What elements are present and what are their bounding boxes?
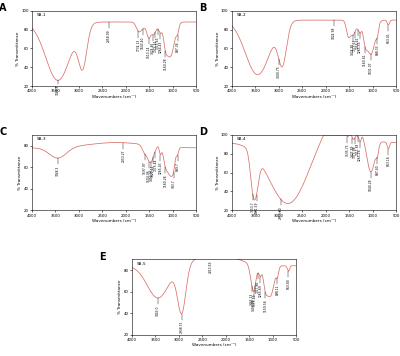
Text: 898.33: 898.33 — [375, 44, 379, 55]
Text: 1373.24: 1373.24 — [153, 39, 157, 52]
Text: E: E — [99, 252, 106, 262]
Text: 663.80: 663.80 — [286, 278, 290, 289]
Text: 1265.16: 1265.16 — [358, 149, 362, 162]
Text: 1421.44: 1421.44 — [151, 164, 155, 177]
Text: 1373.63: 1373.63 — [353, 38, 357, 51]
Text: A: A — [0, 3, 7, 13]
Y-axis label: % Transmittance: % Transmittance — [216, 156, 220, 190]
Text: 1424.46: 1424.46 — [151, 42, 155, 54]
Text: D: D — [199, 127, 207, 137]
Text: SB-1: SB-1 — [37, 13, 46, 17]
Text: 2953.40: 2953.40 — [279, 206, 283, 219]
Text: 897.40: 897.40 — [375, 164, 379, 175]
Text: 1040.28: 1040.28 — [369, 179, 373, 191]
Text: 1317.38: 1317.38 — [356, 143, 360, 156]
Text: 663.16: 663.16 — [386, 156, 390, 167]
X-axis label: Wavenumbers (cm⁻¹): Wavenumbers (cm⁻¹) — [192, 343, 236, 347]
Text: 1317.86: 1317.86 — [256, 281, 260, 293]
Text: 1159.56: 1159.56 — [263, 299, 267, 312]
Text: 2358.99: 2358.99 — [107, 29, 111, 42]
Text: 1535.75: 1535.75 — [345, 143, 349, 156]
Y-axis label: % Transmittance: % Transmittance — [216, 31, 220, 66]
Text: SB-2: SB-2 — [237, 13, 246, 17]
Text: 1427.39: 1427.39 — [350, 145, 354, 157]
Text: 983.7: 983.7 — [172, 179, 176, 188]
Text: 1375.98: 1375.98 — [353, 145, 357, 158]
Text: 1643.40: 1643.40 — [141, 36, 145, 49]
Text: 1443.13: 1443.13 — [250, 293, 254, 305]
Text: 3448.8: 3448.8 — [56, 85, 60, 95]
Text: 1264.43: 1264.43 — [158, 40, 162, 53]
Y-axis label: % Transmittance: % Transmittance — [16, 31, 20, 66]
Text: 898.11: 898.11 — [276, 285, 280, 295]
Text: 1375.44: 1375.44 — [153, 159, 157, 171]
Text: 2053.27: 2053.27 — [121, 150, 125, 162]
Text: 1265.43: 1265.43 — [158, 162, 162, 174]
Text: 1160.61: 1160.61 — [363, 54, 367, 67]
Text: 1504.06: 1504.06 — [147, 169, 151, 182]
Text: 3443.0: 3443.0 — [156, 305, 160, 315]
Text: SB-5: SB-5 — [137, 262, 146, 266]
X-axis label: Wavenumbers (cm⁻¹): Wavenumbers (cm⁻¹) — [92, 219, 136, 223]
Text: 1375.89: 1375.89 — [253, 293, 257, 306]
Text: SB-4: SB-4 — [237, 137, 246, 141]
Text: 897.36: 897.36 — [176, 42, 180, 52]
Text: 3448.3: 3448.3 — [56, 165, 60, 176]
X-axis label: Wavenumbers (cm⁻¹): Wavenumbers (cm⁻¹) — [292, 95, 336, 99]
Text: C: C — [0, 127, 6, 137]
Text: 663.01: 663.01 — [386, 32, 390, 42]
Text: 3000.75: 3000.75 — [277, 66, 281, 78]
Text: 3471.59: 3471.59 — [254, 202, 258, 214]
Text: 1265.69: 1265.69 — [258, 284, 262, 297]
Text: SB-3: SB-3 — [37, 137, 46, 141]
Text: 1454.96: 1454.96 — [150, 169, 154, 181]
Text: 1315.65: 1315.65 — [156, 36, 160, 49]
Text: 1160.28: 1160.28 — [163, 174, 167, 187]
Text: 1265.55: 1265.55 — [358, 40, 362, 53]
Text: 1424.36: 1424.36 — [351, 42, 355, 55]
Text: 1316.61: 1316.61 — [356, 37, 360, 49]
Y-axis label: % Transmittance: % Transmittance — [18, 156, 22, 190]
Text: 1160.28: 1160.28 — [163, 58, 167, 70]
Text: 1404.09: 1404.09 — [252, 298, 256, 311]
Text: B: B — [199, 3, 206, 13]
Text: 3553.7: 3553.7 — [251, 201, 255, 212]
Text: 1031.07: 1031.07 — [369, 61, 373, 74]
Text: 1824.98: 1824.98 — [332, 27, 336, 40]
Text: 1513.14: 1513.14 — [147, 45, 151, 58]
Text: 2313.69: 2313.69 — [209, 261, 213, 273]
Text: 1597.97: 1597.97 — [143, 161, 147, 174]
Text: 899.7: 899.7 — [176, 162, 180, 171]
Y-axis label: % Transmittance: % Transmittance — [118, 280, 122, 314]
Text: 2938.75: 2938.75 — [180, 321, 184, 333]
X-axis label: Wavenumbers (cm⁻¹): Wavenumbers (cm⁻¹) — [92, 95, 136, 99]
Text: 1734.13: 1734.13 — [136, 38, 140, 51]
X-axis label: Wavenumbers (cm⁻¹): Wavenumbers (cm⁻¹) — [292, 219, 336, 223]
